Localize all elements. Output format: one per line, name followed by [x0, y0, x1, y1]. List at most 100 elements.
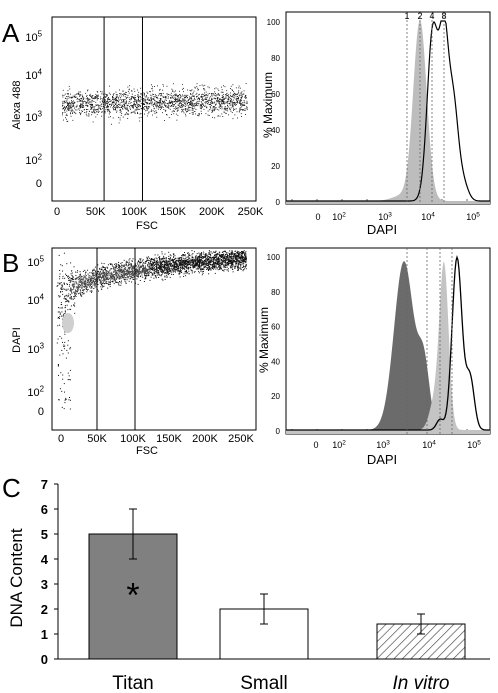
scatter-a-point [228, 98, 230, 100]
scatter-a-point [231, 96, 233, 98]
scatter-b-point [168, 269, 170, 271]
scatter-a-point [66, 110, 68, 112]
scatter-b-point [181, 261, 183, 263]
scatter-b-point [241, 256, 242, 258]
scatter-b-point [186, 256, 188, 258]
scatter-b-point [233, 254, 235, 256]
scatter-b-point [79, 289, 81, 290]
scatter-b-point [200, 270, 202, 272]
scatter-b-point [160, 269, 162, 271]
scatter-b-point [93, 272, 95, 274]
scatter-b-point [80, 294, 82, 296]
scatter-b-point [195, 255, 197, 257]
scatter-a-point [62, 108, 64, 110]
scatter-a-point [181, 109, 183, 110]
scatter-a-point [86, 95, 88, 96]
scatter-a-point [85, 101, 87, 103]
scatter-b-point [231, 252, 233, 254]
scatter-a-point [227, 106, 229, 108]
scatter-a-point [209, 102, 211, 104]
scatter-b-point [80, 291, 82, 293]
scatter-b-point [194, 265, 195, 267]
scatter-b-point [67, 372, 69, 374]
scatter-b-point [150, 262, 151, 264]
scatter-b-point [194, 264, 196, 266]
scatter-b-point [103, 269, 105, 270]
scatter-a-point [217, 101, 219, 103]
scatter-b-point [205, 261, 207, 262]
scatter-b-point [246, 258, 247, 260]
scatter-a-point [78, 93, 79, 95]
scatter-a-point [175, 97, 177, 99]
scatter-b-point [214, 267, 216, 269]
scatter-b-point [243, 258, 245, 260]
scatter-a-point [230, 102, 232, 104]
scatter-a-point [205, 94, 207, 95]
scatter-b-point [66, 304, 68, 306]
scatter-b-point [189, 255, 191, 257]
scatter-b-point [85, 287, 87, 289]
scatter-a-point [148, 100, 150, 101]
scatter-a-point [229, 109, 231, 111]
scatter-b-point [85, 284, 87, 286]
scatter-a-point [160, 93, 162, 94]
scatter-b-point [182, 267, 184, 269]
scatter-b-point [133, 267, 135, 269]
scatter-b-point [206, 258, 208, 260]
scatter-b-point [238, 263, 240, 265]
scatter-b-point [183, 265, 185, 267]
scatter-b-point [164, 253, 166, 255]
scatter-b-point [108, 279, 109, 281]
scatter-b-point [87, 286, 88, 288]
scatter-b-point [165, 260, 167, 261]
scatter-a-point [210, 104, 211, 105]
scatter-b-point [171, 274, 173, 275]
scatter-a-point [235, 98, 237, 100]
scatter-a-point [218, 115, 219, 117]
scatter-b-point [165, 271, 166, 273]
scatter-b-point [75, 275, 77, 276]
scatter-b-point [233, 256, 234, 258]
scatter-b-point [212, 257, 214, 259]
scatter-a-point [95, 97, 97, 98]
scatter-a-point [101, 91, 103, 93]
scatter-b-point [188, 258, 190, 260]
scatter-b-point [219, 255, 221, 257]
scatter-b-point [202, 272, 204, 274]
scatter-b-point [109, 276, 111, 278]
scatter-a-point [210, 107, 212, 108]
scatter-a-point [70, 115, 72, 117]
scatter-b-point [240, 266, 242, 268]
scatter-b-point [180, 265, 181, 267]
scatter-b-point [174, 258, 176, 260]
scatter-a-point [242, 109, 244, 111]
scatter-b-point [112, 265, 114, 267]
scatter-b-point [173, 256, 175, 258]
scatter-b-point [143, 265, 145, 267]
scatter-b-point [73, 266, 75, 268]
scatter-a-point [95, 97, 97, 99]
scatter-a-point [211, 93, 212, 94]
scatter-b-point [237, 265, 239, 267]
scatter-b-point [100, 280, 102, 282]
scatter-a-point [229, 96, 230, 98]
scatter-b-point [151, 269, 153, 271]
scatter-b-point [59, 354, 61, 356]
scatter-a-point [122, 90, 124, 92]
scatter-a-point [124, 104, 125, 106]
scatter-b-point [157, 254, 159, 256]
scatter-a-point [95, 109, 97, 111]
scatter-a-point [227, 102, 228, 104]
scatter-a-point [75, 94, 77, 95]
scatter-b-point [62, 353, 64, 355]
scatter-b-point [62, 275, 64, 277]
scatter-a-point [183, 95, 185, 97]
scatter-b-point [101, 288, 103, 290]
scatter-b-point [107, 278, 108, 280]
scatter-a-point [158, 100, 160, 102]
scatter-a-point [223, 94, 225, 96]
scatter-b-point [130, 267, 132, 269]
scatter-b-point [219, 267, 221, 269]
scatter-a-point [135, 105, 136, 107]
